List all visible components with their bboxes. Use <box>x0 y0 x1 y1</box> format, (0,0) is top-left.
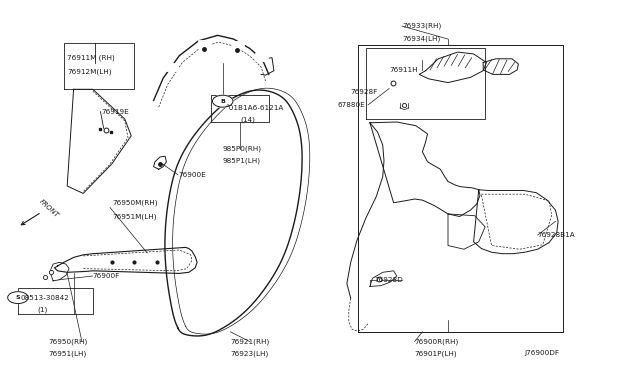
Text: FRONT: FRONT <box>38 198 60 218</box>
Text: 76928B1A: 76928B1A <box>538 232 575 238</box>
Text: 76950(RH): 76950(RH) <box>48 338 87 345</box>
Text: 76928D: 76928D <box>374 277 403 283</box>
Bar <box>255 53 268 61</box>
Text: 76950M(RH): 76950M(RH) <box>112 199 157 206</box>
Text: 76900E: 76900E <box>178 172 205 178</box>
Text: 76934(LH): 76934(LH) <box>402 35 440 42</box>
Text: 76901P(LH): 76901P(LH) <box>415 350 458 357</box>
Text: 76951M(LH): 76951M(LH) <box>112 213 157 220</box>
Text: 76911M (RH): 76911M (RH) <box>67 54 115 61</box>
Text: 76951(LH): 76951(LH) <box>48 350 86 357</box>
Text: 08513-30842: 08513-30842 <box>20 295 69 301</box>
Text: °01B1A6-6121A: °01B1A6-6121A <box>225 105 284 111</box>
Text: 76912M(LH): 76912M(LH) <box>67 68 112 75</box>
Bar <box>165 63 178 71</box>
Text: 985P0(RH): 985P0(RH) <box>223 145 262 152</box>
Text: B: B <box>220 99 225 104</box>
Text: 76933(RH): 76933(RH) <box>402 23 441 29</box>
Text: 76919E: 76919E <box>101 109 129 115</box>
Text: 76911H: 76911H <box>389 67 418 73</box>
Text: 76921(RH): 76921(RH) <box>230 338 269 345</box>
Text: 76928F: 76928F <box>351 89 378 94</box>
Text: 76900F: 76900F <box>93 273 120 279</box>
Text: 76923(LH): 76923(LH) <box>230 350 269 357</box>
Text: J76900DF: J76900DF <box>525 350 560 356</box>
Text: (14): (14) <box>241 116 255 123</box>
Circle shape <box>212 95 233 107</box>
Text: 985P1(LH): 985P1(LH) <box>223 157 260 164</box>
Text: S: S <box>15 295 20 300</box>
Text: 67880E: 67880E <box>338 102 365 108</box>
Text: 76900R(RH): 76900R(RH) <box>415 338 459 345</box>
Bar <box>198 40 211 48</box>
Text: (1): (1) <box>37 306 47 313</box>
Circle shape <box>8 292 28 304</box>
Bar <box>232 41 244 49</box>
